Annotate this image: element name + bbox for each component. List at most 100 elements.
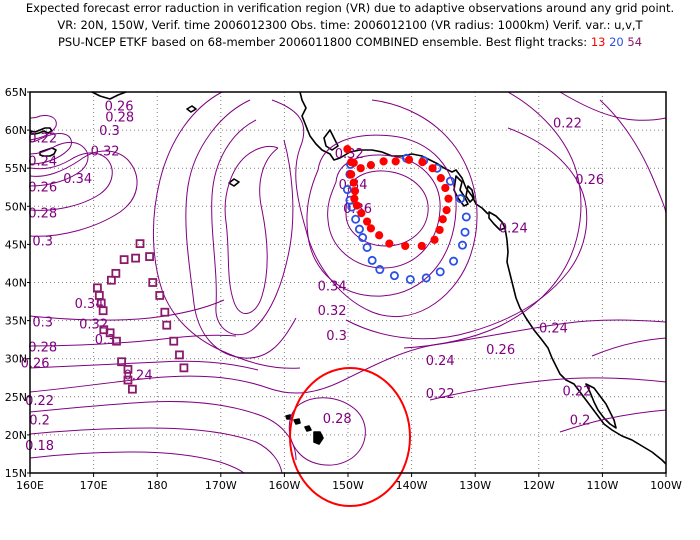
contour-label: 0.34 <box>318 280 347 295</box>
contour-0.24-south <box>29 319 667 394</box>
track-54-point <box>145 252 154 261</box>
lon-tick-label: 120W <box>523 479 555 492</box>
contour-0.22-south <box>29 401 297 461</box>
aleutian-island-2 <box>228 178 240 187</box>
contour-label: 0.28 <box>323 412 352 427</box>
contour-label: 0.3 <box>326 329 347 344</box>
contour-0.34 <box>327 154 441 269</box>
figure-title: Expected forecast error raduction in ver… <box>0 0 700 51</box>
lon-tick-label: 110W <box>586 479 618 492</box>
title-line-3-text: PSU-NCEP ETKF based on 68-member 2006011… <box>57 35 588 49</box>
contour-label: 0.26 <box>28 180 57 195</box>
track-54-point <box>162 320 172 330</box>
lon-tick-label: 180 <box>147 479 168 492</box>
lon-tick-label: 160E <box>16 479 44 492</box>
title-line-2: VR: 20N, 150W, Verif. time 2006012300 Ob… <box>57 18 643 32</box>
track-13-point <box>430 235 439 244</box>
map-background <box>30 92 666 473</box>
track-54-point <box>117 357 126 367</box>
track-20-point <box>461 212 471 222</box>
contour-0.22-east-top <box>559 91 667 121</box>
track-13-point <box>441 183 450 193</box>
track-20-point <box>449 256 459 266</box>
track-13-point <box>438 215 447 224</box>
track-20-point <box>405 274 415 284</box>
contour-label: 0.32 <box>335 147 364 162</box>
track-13-point <box>436 174 445 183</box>
lat-tick-label: 50N <box>5 200 27 213</box>
contour-inner-0.36 <box>345 170 429 247</box>
track-54-point <box>107 275 116 285</box>
lon-tick-label: 160W <box>268 479 300 492</box>
kamchatka-coast <box>30 127 53 135</box>
track-13-point <box>375 231 384 240</box>
track-13-point <box>401 241 410 251</box>
contour-0.28-left <box>29 152 113 211</box>
alaska-peninsula-tip <box>323 129 339 151</box>
track-13-point <box>435 225 444 235</box>
contour-0.26-south-west <box>29 360 259 371</box>
contour-0.28-south-west <box>29 334 237 347</box>
track-13-point <box>357 209 366 218</box>
track-20-point <box>342 185 352 195</box>
contour-0.2-south <box>29 427 283 474</box>
contour-label: 0.32 <box>318 304 347 319</box>
track-54-point <box>148 278 158 287</box>
contour-label: 0.28 <box>28 341 57 356</box>
track-13-label: 13 <box>590 35 606 49</box>
track-13-point <box>417 241 426 251</box>
lat-tick-label: 60N <box>5 124 27 137</box>
contour-0.18-south <box>29 451 245 474</box>
track-20-point <box>389 271 399 281</box>
lat-tick-label: 55N <box>5 162 27 175</box>
track-13-point <box>349 158 358 167</box>
contour-label: 0.26 <box>21 357 50 372</box>
vancouver-island <box>488 211 506 231</box>
lon-tick-label: 170E <box>80 479 108 492</box>
track-20-point <box>457 240 467 250</box>
contour-0.26-left <box>29 141 89 187</box>
contour-0.28-west <box>152 91 301 369</box>
track-20-point <box>435 267 445 277</box>
hawaii-island-big <box>313 431 324 445</box>
contour-label: 0.3 <box>99 124 120 139</box>
contour-0.28-hawaii <box>288 397 366 466</box>
lon-tick-label: 140W <box>396 479 428 492</box>
track-54-point <box>111 268 121 278</box>
hawaii-island-maui <box>304 425 312 432</box>
contour-label: 0.34 <box>63 172 92 187</box>
track-13-point <box>352 201 362 210</box>
track-13-point <box>349 178 358 187</box>
track-13-point <box>347 170 356 179</box>
lat-tick-label: 65N <box>5 86 27 99</box>
contour-0.24-se <box>591 337 667 357</box>
track-54-point <box>123 375 133 385</box>
contour-0.3-left <box>29 150 138 237</box>
track-13-point <box>444 194 453 203</box>
track-54-point <box>112 336 121 346</box>
track-13-point <box>366 161 375 170</box>
contour-label: 0.26 <box>105 100 134 115</box>
west-coast-north-america <box>504 227 667 465</box>
contour-labels: 0.260.280.30.320.340.220.240.260.280.30.… <box>21 100 605 454</box>
contour-label: 0.24 <box>499 222 528 237</box>
track-54-point <box>131 253 140 263</box>
contour-label: 0.18 <box>25 439 54 454</box>
track-13-point <box>343 145 352 154</box>
contour-label: 0.3 <box>32 315 53 330</box>
contour-0.32-west <box>211 119 294 336</box>
track-54-label: 54 <box>627 35 643 49</box>
flight-track-54 <box>93 239 189 394</box>
lon-tick-label: 170W <box>205 479 237 492</box>
lat-tick-label: 40N <box>5 277 27 290</box>
contour-0.24-east <box>403 91 582 349</box>
track-20-point <box>445 176 455 186</box>
title-line-1: Expected forecast error raduction in ver… <box>25 1 675 15</box>
lat-tick-label: 15N <box>5 467 27 480</box>
verification-region-circle <box>289 367 411 507</box>
track-20-point <box>456 194 466 204</box>
track-13-point <box>366 224 375 233</box>
track-20-label: 20 <box>609 35 624 49</box>
contour-label: 0.22 <box>562 385 591 400</box>
lon-tick-label: 150W <box>332 479 364 492</box>
